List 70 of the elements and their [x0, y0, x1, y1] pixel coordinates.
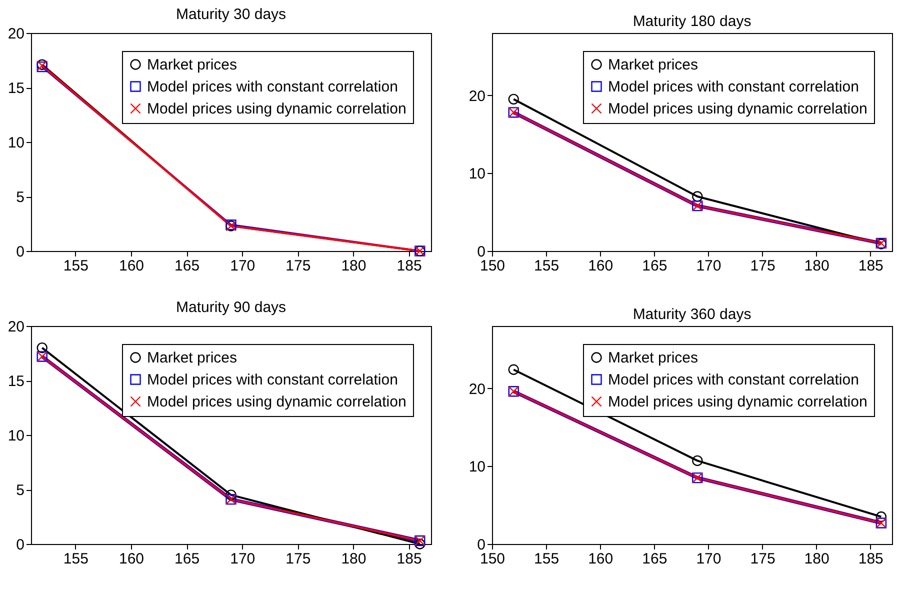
- legend-label: Model prices with constant correlation: [147, 78, 398, 96]
- x-tick-label: 185: [396, 550, 422, 568]
- x-tick-label: 180: [341, 258, 366, 274]
- legend-label: Model prices with constant correlation: [608, 78, 859, 96]
- x-tick-label: 170: [230, 258, 256, 274]
- x-tick-label: 165: [174, 550, 200, 568]
- x-tick-label: 155: [534, 258, 560, 274]
- y-tick-label: 0: [16, 244, 24, 260]
- y-tick-label: 15: [8, 80, 24, 97]
- chart-title: Maturity 360 days: [632, 306, 752, 323]
- point: [508, 364, 519, 375]
- legend-label: Market prices: [608, 56, 698, 74]
- legend-label: Market prices: [147, 350, 238, 366]
- y-tick-label: 20: [8, 318, 24, 336]
- y-tick-label: 20: [468, 380, 486, 398]
- x-tick-label: 165: [642, 258, 668, 274]
- point: [508, 94, 519, 105]
- x-tick-label: 160: [118, 258, 144, 274]
- point: [692, 455, 703, 466]
- x-tick-label: 155: [63, 258, 88, 274]
- legend-label: Market prices: [147, 56, 238, 74]
- legend-label: Model prices using dynamic correlation: [147, 394, 406, 410]
- y-tick-label: 5: [16, 482, 24, 499]
- x-tick-label: 180: [804, 258, 830, 274]
- y-tick-label: 20: [8, 26, 24, 42]
- legend-label: Model prices with constant correlation: [147, 372, 398, 388]
- x-tick-label: 185: [396, 258, 422, 274]
- chart-title: Maturity 90 days: [176, 299, 286, 316]
- x-tick-label: 170: [696, 550, 722, 568]
- legend-label: Model prices with constant correlation: [608, 372, 859, 388]
- x-tick-label: 175: [286, 258, 311, 274]
- y-tick-label: 5: [16, 189, 24, 206]
- x-tick-label: 150: [480, 550, 506, 568]
- x-tick-label: 160: [588, 258, 614, 274]
- x-tick-label: 165: [642, 550, 668, 568]
- y-tick-label: 15: [8, 373, 24, 390]
- x-tick-label: 160: [588, 550, 614, 568]
- x-tick-label: 180: [804, 550, 830, 568]
- x-tick-label: 185: [858, 258, 884, 274]
- x-tick-label: 165: [174, 258, 200, 274]
- y-tick-label: 10: [8, 134, 24, 152]
- point: [692, 191, 703, 202]
- x-tick-label: 170: [696, 258, 722, 274]
- x-tick-label: 170: [230, 550, 256, 568]
- x-tick-label: 150: [480, 258, 506, 274]
- y-tick-label: 10: [468, 166, 486, 183]
- legend-label: Market prices: [608, 350, 698, 366]
- legend-label: Model prices using dynamic correlation: [147, 100, 406, 118]
- chart-title: Maturity 180 days: [632, 13, 752, 30]
- x-tick-label: 155: [63, 550, 88, 568]
- point: [414, 538, 426, 550]
- x-tick-label: 175: [750, 550, 776, 568]
- y-tick-label: 10: [468, 458, 486, 476]
- chart-title: Maturity 30 days: [176, 6, 286, 23]
- x-tick-label: 155: [534, 550, 560, 568]
- x-tick-label: 175: [286, 550, 311, 568]
- y-tick-label: 10: [8, 428, 24, 444]
- x-tick-label: 160: [118, 550, 144, 568]
- y-tick-label: 0: [16, 536, 24, 554]
- point: [36, 342, 48, 354]
- point: [226, 490, 236, 500]
- x-tick-label: 185: [858, 550, 884, 568]
- legend-label: Model prices using dynamic correlation: [608, 394, 868, 410]
- legend-label: Model prices using dynamic correlation: [608, 100, 868, 118]
- y-tick-label: 0: [477, 536, 486, 554]
- y-tick-label: 0: [477, 244, 486, 260]
- x-tick-label: 175: [750, 258, 776, 274]
- x-tick-label: 180: [341, 550, 366, 568]
- point: [876, 511, 887, 522]
- y-tick-label: 20: [468, 88, 486, 105]
